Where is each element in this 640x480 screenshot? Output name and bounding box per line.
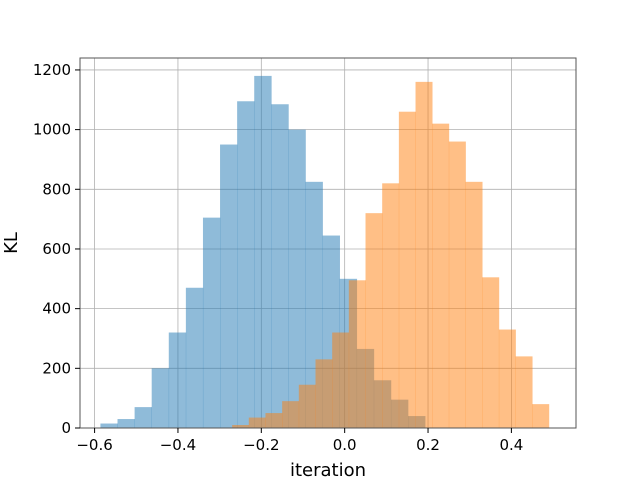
histogram-bar-series-1 — [168, 332, 187, 428]
histogram-bar-series-1 — [100, 423, 118, 428]
x-axis-ticks: −0.6 −0.4 −0.2 0.0 0.2 0.4 — [76, 428, 523, 454]
histogram-bar-series-2 — [432, 123, 450, 428]
histogram-bar-series-2 — [498, 329, 516, 428]
histogram-bar-series-1 — [220, 144, 238, 428]
histogram-bar-series-1 — [271, 104, 289, 428]
histogram-bar-series-2 — [298, 384, 316, 428]
histogram-bar-series-2 — [315, 359, 333, 428]
histogram-bar-series-1 — [134, 407, 152, 428]
y-tick-label: 1200 — [33, 61, 71, 79]
x-tick-label: −0.2 — [243, 436, 279, 454]
histogram-bar-series-2 — [482, 277, 500, 428]
histogram-bars — [100, 75, 550, 429]
histogram-bar-series-1 — [288, 129, 306, 428]
histogram-bar-series-1 — [117, 419, 135, 428]
histogram-bar-series-2 — [348, 280, 366, 428]
histogram-bar-series-1 — [237, 101, 255, 429]
x-tick-label: 0.2 — [416, 436, 440, 454]
x-tick-label: 0.4 — [499, 436, 523, 454]
histogram-bar-series-2 — [282, 401, 300, 428]
y-tick-label: 0 — [61, 419, 71, 437]
histogram-bar-series-2 — [365, 213, 383, 428]
histogram-bar-series-1 — [185, 287, 204, 428]
x-tick-label: −0.6 — [76, 436, 112, 454]
histogram-bar-series-2 — [515, 356, 533, 428]
x-axis-label: iteration — [290, 460, 366, 480]
histogram-bar-series-2 — [265, 413, 283, 428]
y-tick-label: 1000 — [33, 121, 71, 139]
histogram-bar-series-1 — [151, 368, 170, 428]
histogram-bar-series-2 — [332, 332, 350, 428]
histogram-bar-series-2 — [465, 181, 483, 428]
histogram-bar-series-2 — [398, 111, 416, 428]
y-tick-label: 600 — [42, 240, 71, 258]
y-tick-label: 200 — [42, 359, 71, 377]
histogram-bar-series-1 — [254, 75, 272, 428]
histogram-bar-series-2 — [448, 141, 466, 428]
histogram-bar-series-2 — [532, 404, 550, 428]
histogram-bar-series-2 — [248, 417, 266, 428]
y-tick-label: 800 — [42, 180, 71, 198]
histogram-bar-series-2 — [382, 183, 400, 428]
histogram-bar-series-2 — [415, 81, 433, 428]
histogram-bar-series-2 — [232, 425, 250, 428]
x-tick-label: 0.0 — [333, 436, 357, 454]
x-tick-label: −0.4 — [160, 436, 196, 454]
y-axis-label: KL — [1, 232, 22, 254]
plot-frame — [79, 57, 577, 429]
y-axis-ticks: 0 200 400 600 800 1000 1200 — [33, 61, 80, 437]
y-tick-label: 400 — [42, 300, 71, 318]
histogram-bar-series-1 — [202, 217, 221, 428]
